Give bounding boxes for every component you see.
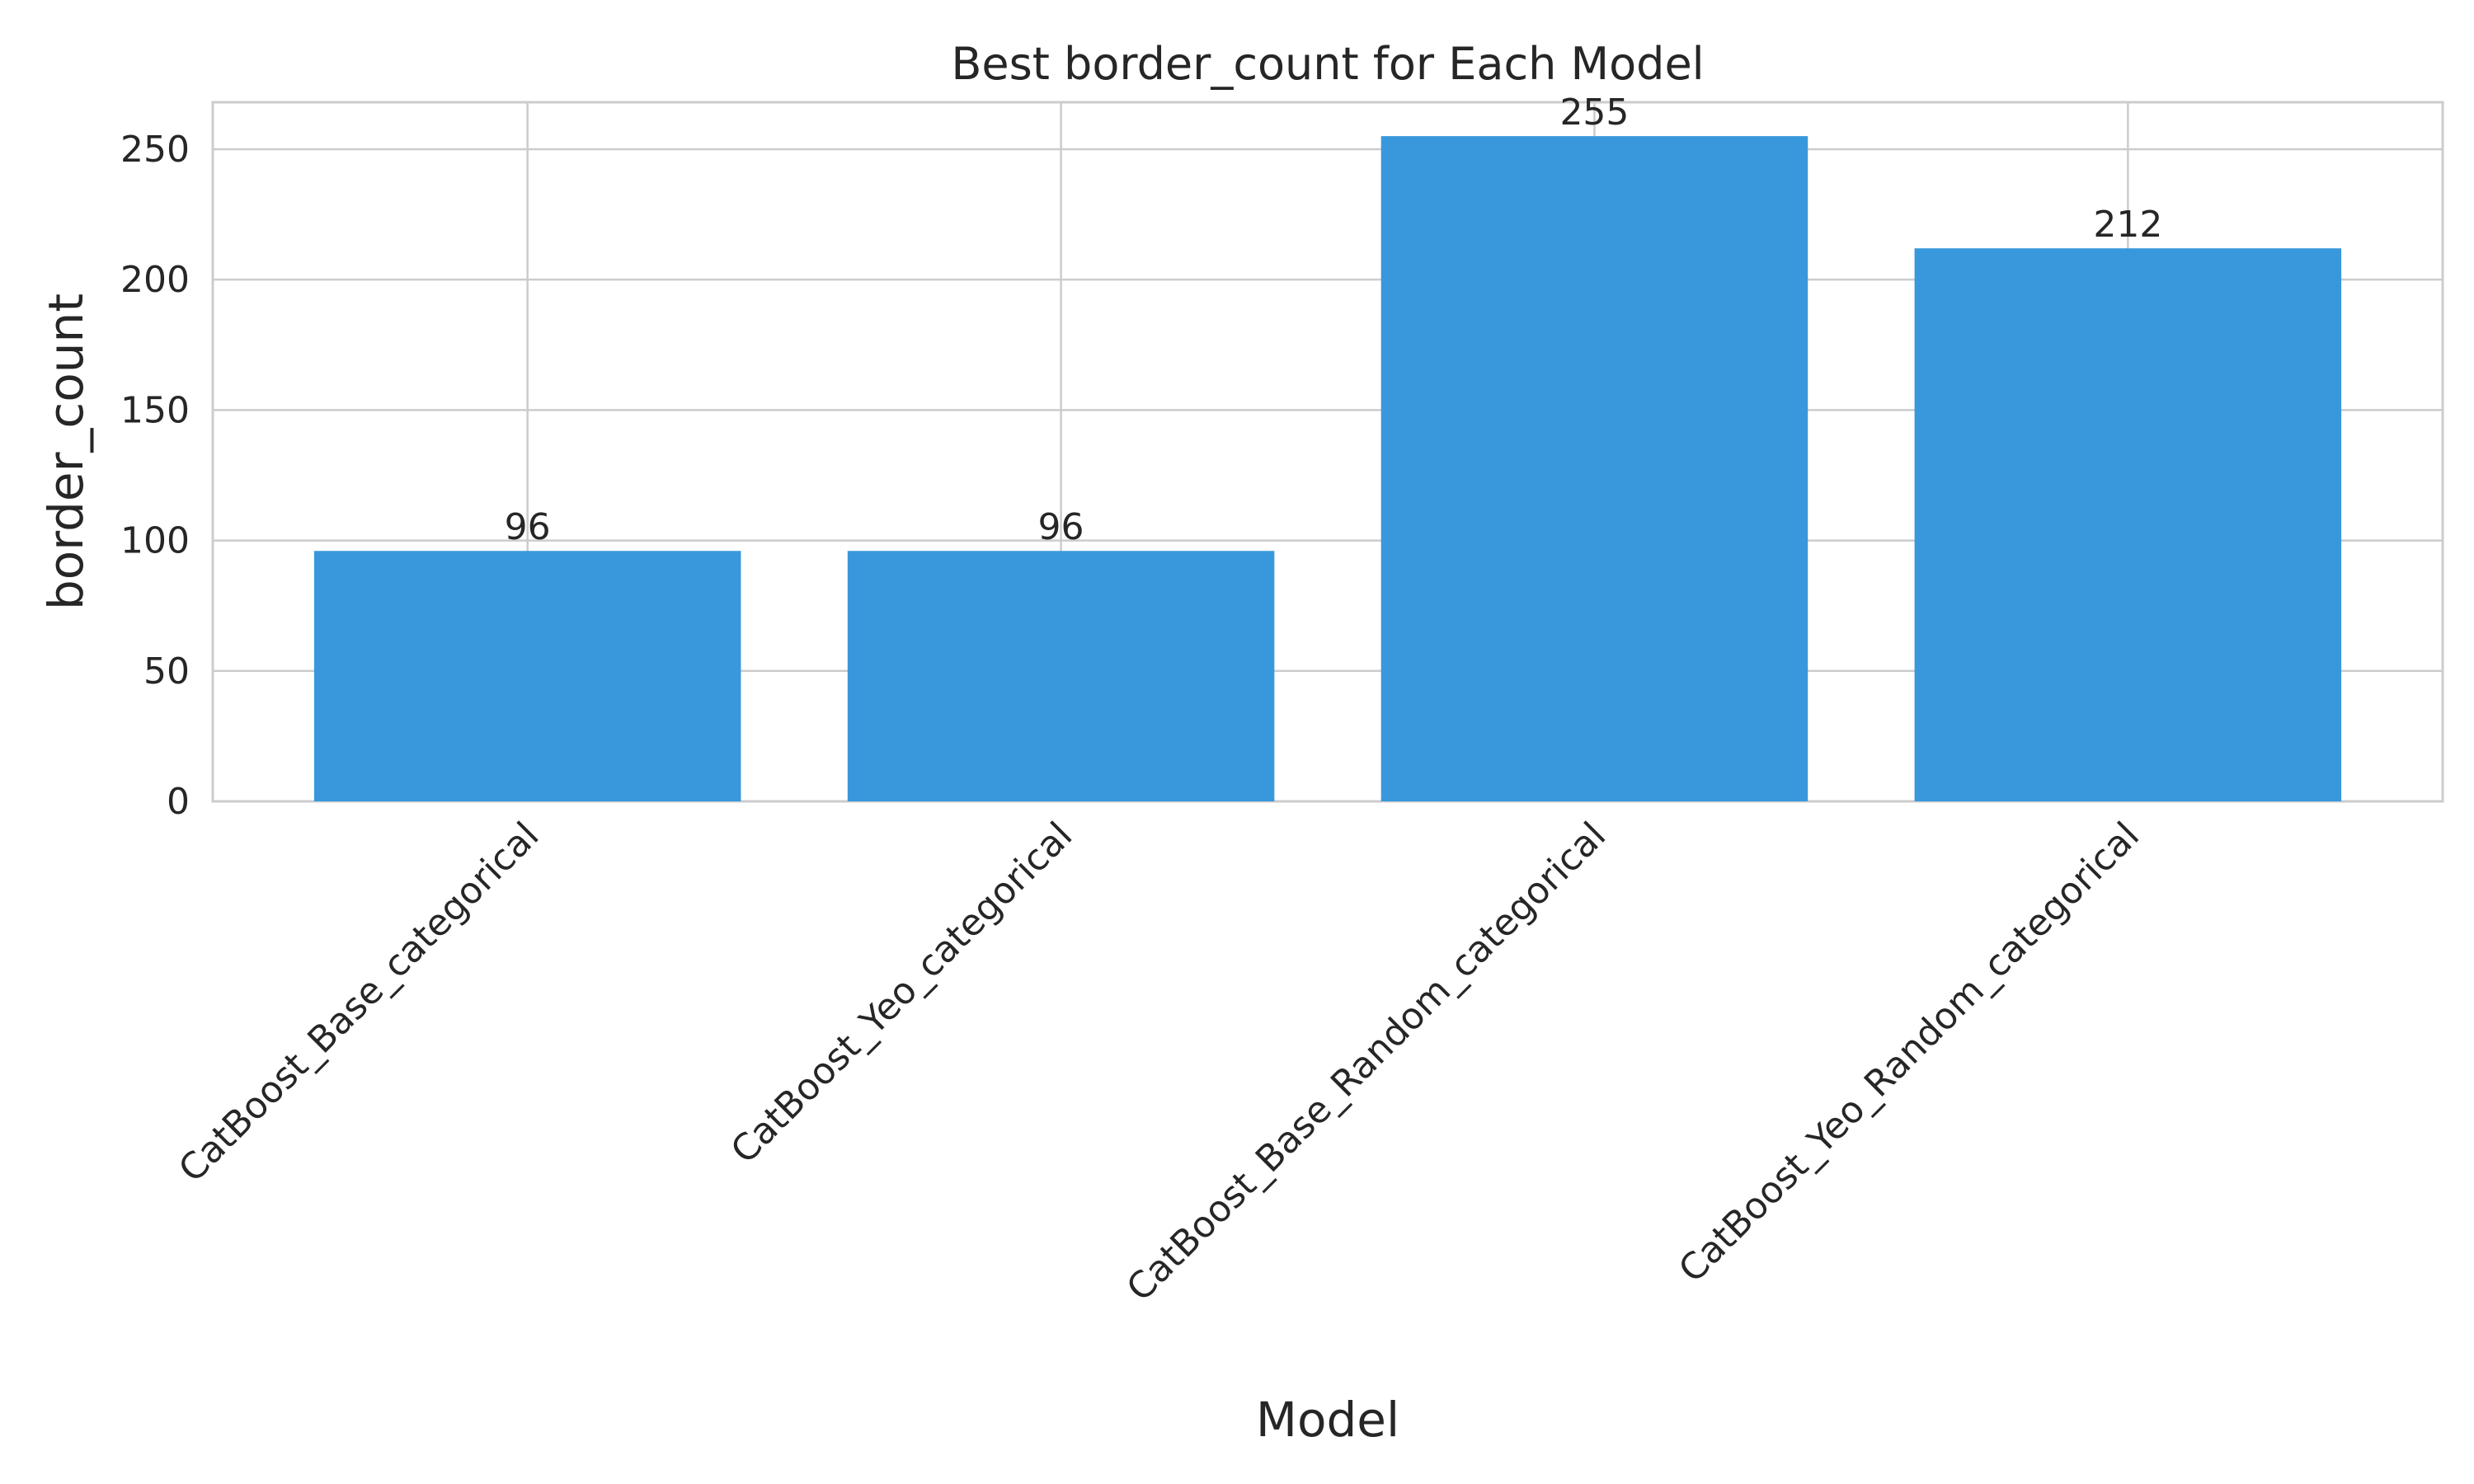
bar-value-label: 96 <box>505 506 551 548</box>
y-axis-label: border_count <box>38 294 94 610</box>
y-tick-label: 150 <box>120 389 190 431</box>
y-tick-labels: 0 50 100 150 200 250 <box>120 129 190 823</box>
x-axis-label: Model <box>1256 1392 1399 1448</box>
y-tick-label: 250 <box>120 129 190 171</box>
bar-value-label: 212 <box>2093 204 2162 246</box>
bars-layer <box>313 136 2342 801</box>
y-tick-label: 0 <box>167 781 190 823</box>
y-tick-label: 200 <box>120 259 190 301</box>
bar <box>1380 136 1808 801</box>
bar-value-label: 96 <box>1038 506 1084 548</box>
bar-value-label: 255 <box>1559 92 1629 134</box>
data-labels-layer: 96 96 255 212 <box>505 92 2163 548</box>
chart-title: Best border_count for Each Model <box>951 38 1704 90</box>
y-tick-label: 50 <box>143 650 190 693</box>
bar <box>313 551 741 801</box>
bar <box>1914 248 2342 801</box>
y-tick-label: 100 <box>120 520 190 562</box>
bar <box>847 551 1275 801</box>
plot-area-frame <box>211 101 2444 803</box>
